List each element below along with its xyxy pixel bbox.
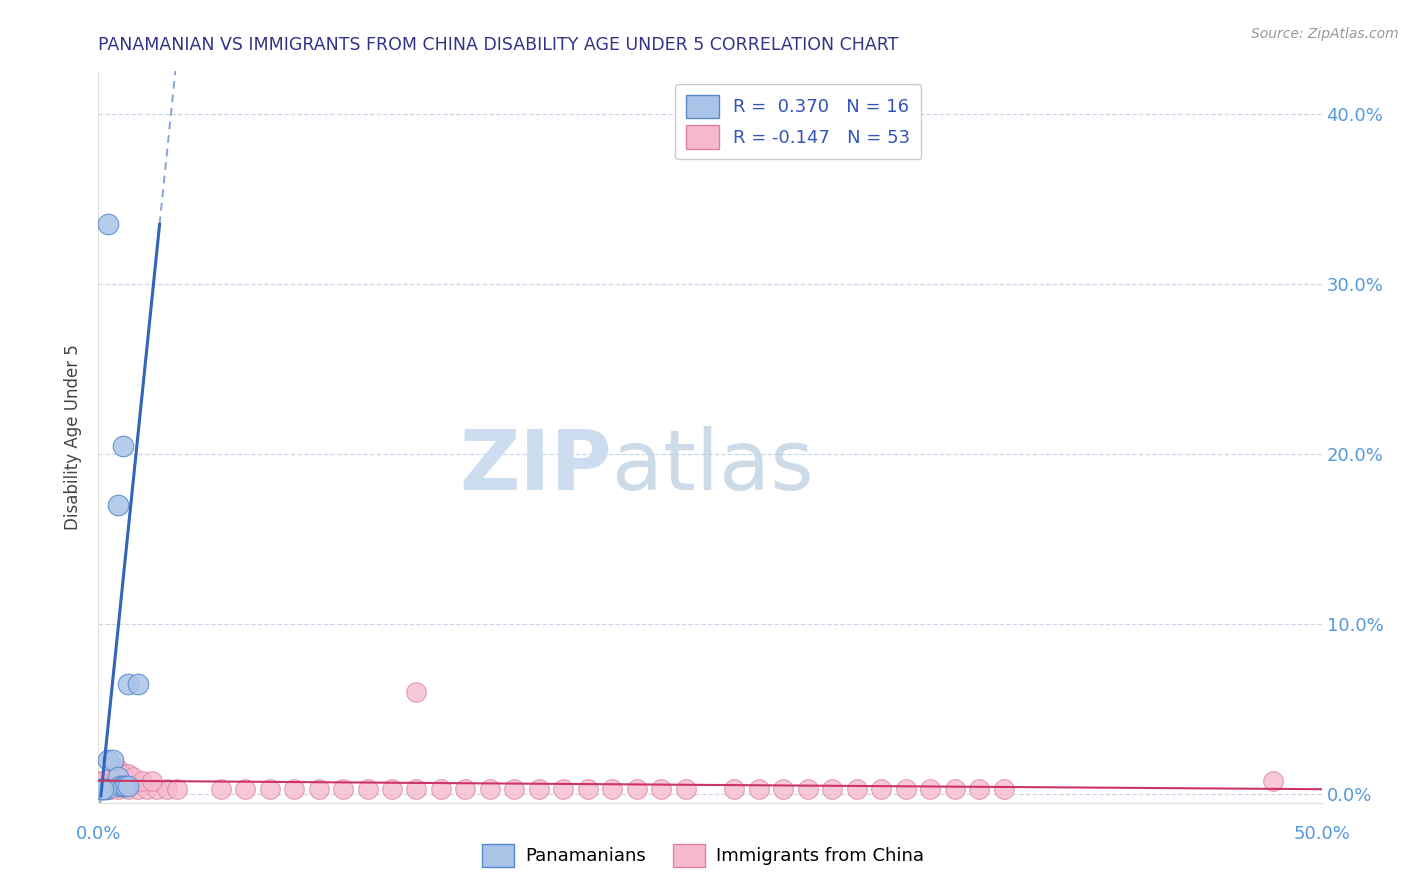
- Point: [723, 782, 745, 797]
- Point: [503, 782, 526, 797]
- Point: [127, 677, 149, 691]
- Point: [233, 782, 256, 797]
- Point: [91, 782, 114, 797]
- Text: 0.0%: 0.0%: [76, 825, 121, 843]
- Point: [121, 770, 143, 784]
- Point: [166, 782, 188, 797]
- Point: [117, 677, 139, 691]
- Point: [1261, 773, 1284, 788]
- Point: [308, 782, 330, 797]
- Point: [405, 685, 427, 699]
- Point: [91, 782, 114, 797]
- Point: [920, 782, 942, 797]
- Point: [117, 782, 139, 797]
- Point: [576, 782, 599, 797]
- Point: [107, 498, 129, 512]
- Point: [283, 782, 305, 797]
- Point: [114, 779, 136, 793]
- Text: atlas: atlas: [612, 425, 814, 507]
- Point: [626, 782, 648, 797]
- Point: [146, 782, 169, 797]
- Point: [131, 773, 153, 788]
- Legend: R =  0.370   N = 16, R = -0.147   N = 53: R = 0.370 N = 16, R = -0.147 N = 53: [675, 84, 921, 160]
- Point: [107, 762, 129, 776]
- Point: [136, 782, 159, 797]
- Point: [332, 782, 354, 797]
- Point: [454, 782, 477, 797]
- Point: [600, 782, 623, 797]
- Point: [91, 773, 114, 788]
- Point: [553, 782, 575, 797]
- Text: Source: ZipAtlas.com: Source: ZipAtlas.com: [1251, 27, 1399, 41]
- Point: [821, 782, 844, 797]
- Point: [97, 782, 120, 797]
- Point: [111, 439, 134, 453]
- Point: [797, 782, 820, 797]
- Point: [527, 782, 550, 797]
- Point: [117, 779, 139, 793]
- Point: [967, 782, 990, 797]
- Point: [156, 782, 179, 797]
- Legend: Panamanians, Immigrants from China: Panamanians, Immigrants from China: [475, 837, 931, 874]
- Point: [97, 218, 120, 232]
- Point: [650, 782, 672, 797]
- Point: [90, 782, 112, 797]
- Point: [94, 782, 117, 797]
- Point: [845, 782, 868, 797]
- Point: [90, 773, 112, 788]
- Point: [101, 762, 124, 776]
- Point: [943, 782, 966, 797]
- Point: [209, 782, 232, 797]
- Point: [356, 782, 378, 797]
- Point: [772, 782, 794, 797]
- Point: [107, 782, 129, 797]
- Text: ZIP: ZIP: [460, 425, 612, 507]
- Point: [430, 782, 453, 797]
- Point: [117, 767, 139, 781]
- Point: [259, 782, 281, 797]
- Text: 50.0%: 50.0%: [1294, 825, 1350, 843]
- Point: [748, 782, 770, 797]
- Text: PANAMANIAN VS IMMIGRANTS FROM CHINA DISABILITY AGE UNDER 5 CORRELATION CHART: PANAMANIAN VS IMMIGRANTS FROM CHINA DISA…: [98, 36, 898, 54]
- Point: [381, 782, 404, 797]
- Point: [94, 782, 117, 797]
- Point: [110, 779, 132, 793]
- Point: [675, 782, 697, 797]
- Point: [993, 782, 1015, 797]
- Point: [101, 753, 124, 767]
- Point: [107, 770, 129, 784]
- Point: [141, 773, 163, 788]
- Y-axis label: Disability Age Under 5: Disability Age Under 5: [65, 344, 83, 530]
- Point: [894, 782, 917, 797]
- Point: [127, 782, 149, 797]
- Point: [97, 753, 120, 767]
- Point: [405, 782, 427, 797]
- Point: [478, 782, 501, 797]
- Point: [100, 782, 122, 797]
- Point: [111, 779, 134, 793]
- Point: [870, 782, 893, 797]
- Point: [111, 767, 134, 781]
